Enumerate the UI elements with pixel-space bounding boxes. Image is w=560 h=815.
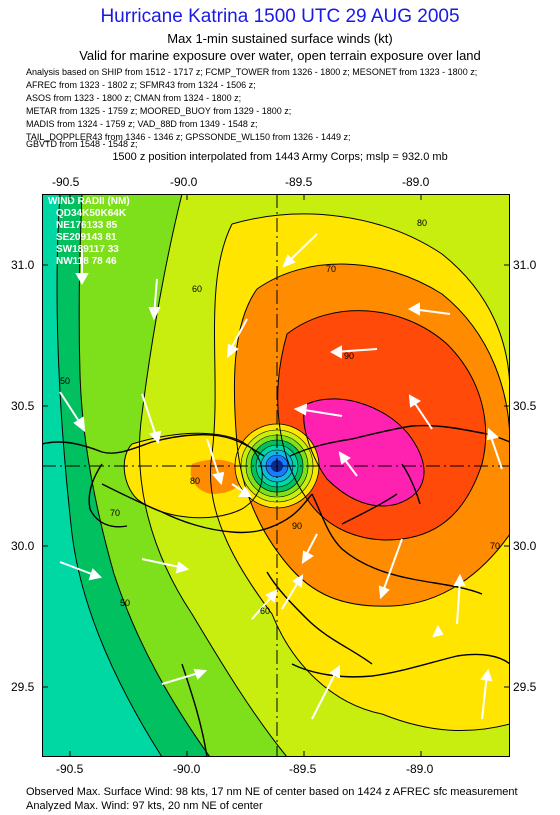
source-line-last: GBVTD from 1548 - 1548 z; xyxy=(26,139,138,149)
wind-vector-arrow xyxy=(148,278,161,321)
map-frame xyxy=(42,194,510,757)
lat-tick-left: 29.5 xyxy=(11,680,35,694)
contour-labels: 80 70 60 50 90 80 70 60 50 90 70 xyxy=(60,218,500,616)
contour-label: 80 xyxy=(190,476,200,486)
center-crosshair xyxy=(42,194,510,757)
lat-tick-left: 31.0 xyxy=(11,258,35,272)
wind-vector-arrow xyxy=(311,665,340,720)
lon-tick-bottom: -89.0 xyxy=(406,762,434,776)
wind-vector-arrow xyxy=(141,558,190,574)
band-gt90 xyxy=(303,398,424,506)
source-line: ASOS from 1323 - 1800 z; CMAN from 1324 … xyxy=(26,93,242,103)
contour-label: 50 xyxy=(60,376,70,386)
wind-vector-arrow xyxy=(378,538,403,600)
lat-tick-right: 29.5 xyxy=(513,680,537,694)
contour-label: 70 xyxy=(326,264,336,274)
wind-vector-arrow xyxy=(480,668,493,720)
wind-vector-arrow xyxy=(453,573,466,625)
wind-vector-arrow xyxy=(59,391,86,433)
lon-tick-top: -90.0 xyxy=(170,175,198,189)
wind-field: 80 70 60 50 90 80 70 60 50 90 70 WIND RA… xyxy=(42,194,510,757)
lon-tick-top: -89.5 xyxy=(285,175,313,189)
lat-tick-right: 30.0 xyxy=(513,539,537,553)
wind-vector-arrow xyxy=(161,668,208,685)
wind-vector-arrow xyxy=(407,302,451,316)
source-line: MADIS from 1324 - 1759 z; VAD_88D from 1… xyxy=(26,119,258,129)
lat-tick-right: 30.5 xyxy=(513,399,537,413)
source-line: Analysis based on SHIP from 1512 - 1717 … xyxy=(26,67,478,77)
map-subtitle-exposure: Valid for marine exposure over water, op… xyxy=(79,48,481,63)
wind-vector-arrow xyxy=(75,249,89,286)
lon-tick-top: -89.0 xyxy=(402,175,430,189)
lon-tick-bottom: -90.5 xyxy=(56,762,84,776)
wind-analysis-map: 80 70 60 50 90 80 70 60 50 90 70 WIND RA… xyxy=(42,194,510,757)
wind-vector-arrow xyxy=(281,574,304,610)
wind-vector-arrow xyxy=(206,438,225,486)
wind-vectors xyxy=(59,233,503,720)
wind-vector-arrow xyxy=(293,403,343,417)
analyzed-max-wind: Analyzed Max. Wind: 97 kts, 20 nm NE of … xyxy=(26,800,263,812)
wind-vector-arrow xyxy=(338,451,358,477)
map-title: Hurricane Katrina 1500 UTC 29 AUG 2005 xyxy=(100,6,460,27)
contour-label: 80 xyxy=(417,218,427,228)
lon-tick-bottom: -90.0 xyxy=(173,762,201,776)
wind-radii-row: SW189117 33 xyxy=(56,244,119,255)
lon-tick-top: -90.5 xyxy=(52,175,80,189)
wind-vector-arrow xyxy=(231,483,252,497)
wind-radii-row: NE176133 85 xyxy=(56,220,118,231)
lat-tick-left: 30.5 xyxy=(11,399,35,413)
wind-vector-arrow xyxy=(251,589,278,620)
contour-label: 60 xyxy=(192,284,202,294)
observed-max-wind: Observed Max. Surface Wind: 98 kts, 17 n… xyxy=(26,786,518,798)
contour-label: 70 xyxy=(110,508,120,518)
wind-vector-arrow xyxy=(432,624,444,638)
wind-vector-arrow xyxy=(226,318,248,359)
source-line: METAR from 1325 - 1759 z; MOORED_BUOY fr… xyxy=(26,106,292,116)
coastline xyxy=(42,424,510,757)
wind-vector-arrow xyxy=(408,394,433,430)
contour-label: 60 xyxy=(260,606,270,616)
contour-lines xyxy=(56,194,510,757)
source-line: AFREC from 1323 - 1802 z; SFMR43 from 13… xyxy=(26,80,256,90)
lon-tick-bottom: -89.5 xyxy=(289,762,317,776)
wind-radii-header: QD34K50K64K xyxy=(56,208,127,219)
wind-vector-arrow xyxy=(59,561,103,581)
source-line: TAIL_DOPPLER43 from 1346 - 1346 z; GPSSO… xyxy=(26,132,351,142)
lat-tick-left: 30.0 xyxy=(11,539,35,553)
position-note: 1500 z position interpolated from 1443 A… xyxy=(112,151,448,163)
wind-radii-row: SE209143 81 xyxy=(56,232,117,243)
map-subtitle-units: Max 1-min sustained surface winds (kt) xyxy=(167,31,393,46)
axis-ticks xyxy=(42,194,510,757)
contour-label: 90 xyxy=(292,521,302,531)
contour-label: 70 xyxy=(490,541,500,551)
wind-radii-row: NW118 78 46 xyxy=(56,256,117,267)
wind-vector-arrow xyxy=(329,345,378,359)
wind-radii-table: WIND RADII (NM) QD34K50K64K NE176133 85 … xyxy=(48,196,130,267)
wind-radii-title: WIND RADII (NM) xyxy=(48,196,130,207)
wind-vector-arrow xyxy=(282,233,318,268)
contour-label: 50 xyxy=(120,598,130,608)
lat-tick-right: 31.0 xyxy=(513,258,537,272)
wind-vector-arrow xyxy=(141,393,162,445)
wind-vector-arrow xyxy=(301,533,318,565)
contour-label: 90 xyxy=(344,351,354,361)
wind-vector-arrow xyxy=(486,427,503,470)
